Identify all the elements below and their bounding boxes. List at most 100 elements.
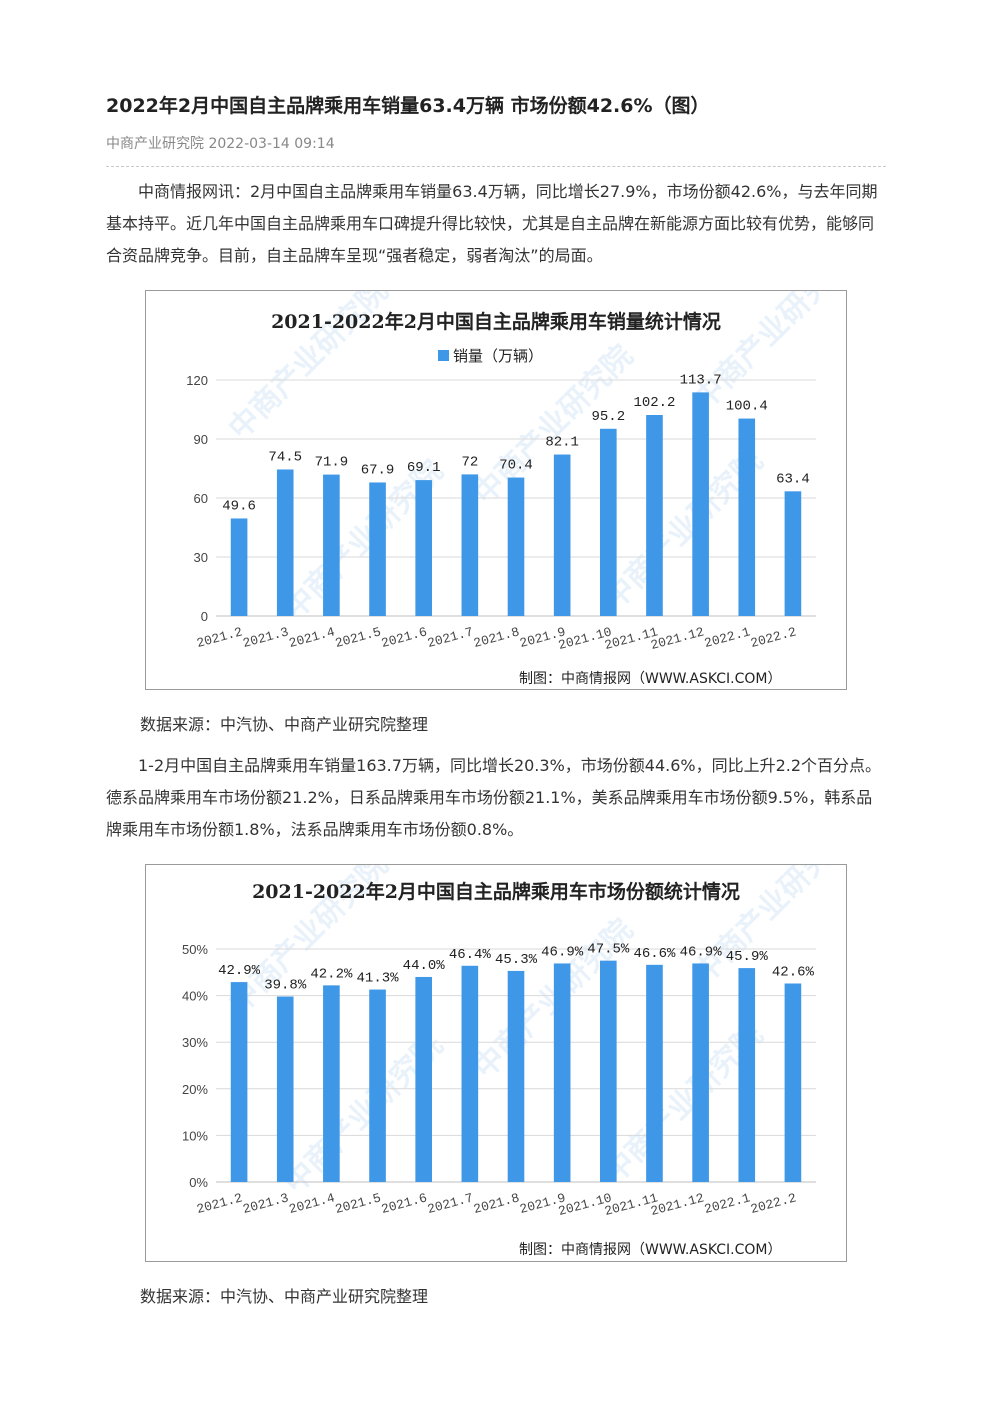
x-tick-label: 2021.7 xyxy=(426,624,475,651)
data-source-note: 数据来源：中汽协、中商产业研究院整理 xyxy=(140,715,429,734)
data-label: 63.4 xyxy=(776,471,810,487)
sales-chart-figure: 中商产业研究院 中商产业研究院 中商产业研究院 中商产业研究院 中商产业研究院 2021… xyxy=(145,290,847,690)
bar xyxy=(276,996,294,1182)
x-tick-label: 2021.12 xyxy=(649,1190,706,1219)
bar xyxy=(461,474,479,616)
x-tick-label: 2022.1 xyxy=(703,1190,752,1217)
data-label: 44.0% xyxy=(403,958,446,974)
y-tick-label: 10% xyxy=(182,1128,208,1143)
bar xyxy=(600,960,617,1182)
data-label: 102.2 xyxy=(633,395,675,411)
y-tick-label: 60 xyxy=(194,491,208,506)
bar xyxy=(738,418,756,616)
x-tick-label: 2021.8 xyxy=(472,624,521,651)
bar xyxy=(692,392,709,616)
data-label: 67.9 xyxy=(361,462,395,478)
x-tick-label: 2021.6 xyxy=(380,1190,429,1217)
x-tick-label: 2021.5 xyxy=(333,624,382,651)
x-tick-label: 2021.12 xyxy=(649,624,706,653)
x-tick-label: 2022.2 xyxy=(749,624,798,651)
divider xyxy=(106,166,886,167)
bar xyxy=(738,968,756,1182)
x-axis-ticks: 2021.22021.32021.42021.52021.62021.72021… xyxy=(195,1190,798,1219)
x-axis-ticks: 2021.22021.32021.42021.52021.62021.72021… xyxy=(195,624,798,653)
x-tick-label: 2021.8 xyxy=(472,1190,521,1217)
bar xyxy=(415,976,432,1182)
data-label: 74.5 xyxy=(268,449,302,465)
bar xyxy=(230,982,248,1182)
bar xyxy=(784,491,802,616)
data-label: 47.5% xyxy=(587,942,630,958)
y-tick-label: 20% xyxy=(182,1082,208,1097)
share-chart-figure: 中商产业研究院 中商产业研究院 中商产业研究院 中商产业研究院 中商产业研究院 2021… xyxy=(145,864,847,1262)
data-label: 42.2% xyxy=(310,966,353,982)
article-meta: 中商产业研究院 2022-03-14 09:14 xyxy=(106,136,335,152)
article-title: 2022年2月中国自主品牌乘用车销量63.4万辆 市场份额42.6%（图） xyxy=(106,95,710,117)
bar xyxy=(553,454,571,616)
bar xyxy=(646,415,663,616)
data-label: 95.2 xyxy=(592,409,626,425)
bars xyxy=(230,960,802,1182)
chart-title: 2021-2022年2月中国自主品牌乘用车市场份额统计情况 xyxy=(252,880,740,903)
data-label: 46.9% xyxy=(680,944,723,960)
data-label: 71.9 xyxy=(315,455,349,471)
data-label: 42.6% xyxy=(772,964,815,980)
bar xyxy=(692,963,709,1182)
chart-title: 2021-2022年2月中国自主品牌乘用车销量统计情况 xyxy=(271,310,721,333)
data-label: 82.1 xyxy=(545,435,579,451)
legend-swatch xyxy=(438,350,449,361)
x-tick-label: 2022.2 xyxy=(749,1190,798,1217)
x-tick-label: 2021.3 xyxy=(241,624,290,651)
y-tick-label: 40% xyxy=(182,989,208,1004)
data-label: 42.9% xyxy=(218,963,261,979)
data-label: 100.4 xyxy=(726,399,768,415)
y-axis-ticks: 0 30 60 90 120 xyxy=(186,373,208,624)
data-label: 69.1 xyxy=(407,460,441,476)
data-label: 39.8% xyxy=(264,978,307,994)
paragraph-intro: 中商情报网讯：2月中国自主品牌乘用车销量63.4万辆，同比增长27.9%，市场份… xyxy=(106,182,878,265)
data-labels: 49.6 74.5 71.9 67.9 69.1 72 70.4 82.1 95.2 102.2 1… xyxy=(222,372,809,514)
data-label: 41.3% xyxy=(357,971,400,987)
x-tick-label: 2021.2 xyxy=(195,1190,244,1217)
data-label: 45.9% xyxy=(726,949,769,965)
bar xyxy=(323,985,340,1182)
y-tick-label: 0% xyxy=(189,1175,208,1190)
bar xyxy=(369,989,386,1182)
bar xyxy=(600,428,617,616)
bar xyxy=(646,964,663,1182)
data-label: 70.4 xyxy=(499,458,533,474)
x-tick-label: 2022.1 xyxy=(703,624,752,651)
y-tick-label: 0 xyxy=(201,609,208,624)
x-tick-label: 2021.7 xyxy=(426,1190,475,1217)
y-tick-label: 90 xyxy=(194,432,208,447)
chart-credit: 制图：中商情报网（WWW.ASKCI.COM） xyxy=(519,1242,781,1258)
y-tick-label: 120 xyxy=(186,373,208,388)
bar xyxy=(323,474,340,616)
x-tick-label: 2021.4 xyxy=(287,624,336,651)
y-axis-ticks: 0% 10% 20% 30% 40% 50% xyxy=(182,942,208,1190)
data-source-note: 数据来源：中汽协、中商产业研究院整理 xyxy=(140,1287,429,1306)
data-label: 72 xyxy=(461,454,478,470)
data-label: 113.7 xyxy=(680,372,722,388)
bar xyxy=(276,469,294,616)
x-tick-label: 2021.2 xyxy=(195,624,244,651)
bar xyxy=(461,965,479,1182)
data-label: 46.9% xyxy=(541,944,584,960)
bar xyxy=(507,477,525,616)
bar xyxy=(507,970,525,1182)
y-tick-label: 50% xyxy=(182,942,208,957)
paragraph-summary: 1-2月中国自主品牌乘用车销量163.7万辆，同比增长20.3%，市场份额44.… xyxy=(106,756,882,839)
data-label: 45.3% xyxy=(495,952,538,968)
chart-credit: 制图：中商情报网（WWW.ASKCI.COM） xyxy=(519,671,781,687)
x-tick-label: 2021.5 xyxy=(333,1190,382,1217)
bars xyxy=(230,392,802,616)
x-tick-label: 2021.3 xyxy=(241,1190,290,1217)
bar xyxy=(415,480,432,616)
bar xyxy=(369,482,386,616)
bar xyxy=(230,518,248,616)
legend-label: 销量（万辆） xyxy=(453,347,543,365)
chart-legend: 销量（万辆） xyxy=(438,347,543,365)
y-tick-label: 30 xyxy=(194,550,208,565)
